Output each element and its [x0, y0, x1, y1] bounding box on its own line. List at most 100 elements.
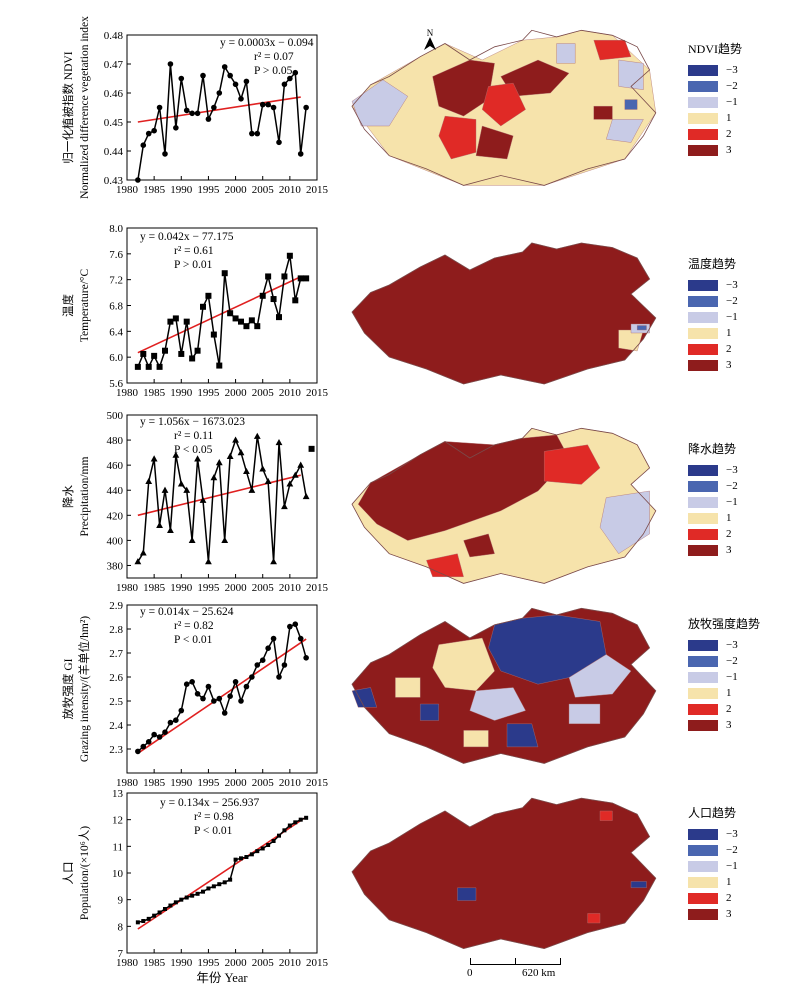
- map-region: [630, 881, 647, 888]
- data-point: [282, 828, 287, 833]
- map-outline: [351, 427, 657, 584]
- y-axis-label-zh: 放牧强度 GI: [61, 658, 75, 719]
- legend-label: 1: [726, 876, 732, 888]
- map-region: [457, 887, 477, 901]
- data-point: [188, 536, 196, 543]
- data-point: [157, 910, 162, 915]
- y-tick-label: 400: [107, 535, 124, 547]
- legend-label: 3: [726, 544, 732, 556]
- plot-frame: [126, 414, 318, 579]
- legend-swatch: [688, 128, 718, 140]
- data-point: [271, 839, 276, 843]
- data-point: [168, 903, 173, 908]
- legend-label: −3: [726, 279, 738, 291]
- data-point: [167, 719, 174, 726]
- y-tick-label: 460: [107, 460, 124, 472]
- map-region: [605, 119, 644, 143]
- legend-item: 1: [688, 874, 798, 890]
- data-point: [259, 292, 266, 299]
- data-point: [227, 310, 234, 317]
- x-tick-label: 2005: [252, 582, 275, 594]
- legend-swatch: [688, 327, 718, 339]
- plot-frame: [126, 604, 318, 774]
- data-point: [183, 318, 190, 325]
- data-point: [167, 526, 174, 533]
- x-tick-label: 2015: [306, 957, 329, 969]
- data-point: [249, 130, 255, 137]
- x-tick-label: 2015: [306, 387, 329, 399]
- data-point: [238, 96, 244, 102]
- legend-swatch: [688, 112, 718, 124]
- legend-swatch: [688, 844, 718, 856]
- legend-item: −1: [688, 94, 798, 110]
- legend-swatch: [688, 359, 718, 371]
- data-point: [145, 477, 153, 485]
- data-point: [297, 151, 304, 157]
- legend-label: −1: [726, 96, 738, 108]
- data-point: [291, 471, 299, 478]
- legend-label: 1: [726, 327, 732, 339]
- data-point: [237, 449, 245, 456]
- data-point: [276, 139, 282, 146]
- x-tick-label: 2005: [252, 387, 275, 399]
- data-point: [162, 151, 168, 157]
- y-axis-label-zh: 温度: [61, 294, 75, 317]
- y-axis-label-zh: 归一化植被指数 NDVI: [61, 51, 75, 163]
- y-tick-label: 0.43: [104, 175, 124, 187]
- map-precipitation: [351, 427, 657, 584]
- data-point: [221, 270, 228, 277]
- data-point: [254, 130, 261, 137]
- data-point: [161, 486, 169, 493]
- scale-bar-start: 0: [467, 967, 473, 979]
- trend-line: [137, 276, 302, 354]
- y-tick-label: 11: [112, 841, 123, 853]
- data-point: [297, 461, 305, 468]
- data-point: [232, 436, 239, 443]
- chart-grazing: 2.3 2.4 2.5 2.6 2.7 2.8 2.9 1980 1985 1990 1995 200…: [61, 600, 329, 789]
- y-axis-label-zh: 人口: [62, 862, 75, 885]
- x-tick-label: 1980: [116, 582, 139, 594]
- x-tick-label: 1980: [116, 387, 139, 399]
- data-point: [201, 889, 205, 894]
- x-tick-label: 2000: [225, 957, 248, 969]
- data-point: [194, 455, 201, 462]
- y-tick-label: 0.45: [104, 117, 124, 129]
- data-point: [183, 681, 190, 687]
- data-point: [277, 833, 281, 838]
- data-point: [222, 880, 227, 885]
- data-point: [199, 496, 207, 503]
- x-tick-label: 1990: [170, 957, 193, 969]
- map-region: [351, 687, 378, 708]
- x-tick-label: 2015: [306, 777, 329, 789]
- data-point: [194, 347, 201, 354]
- map-region: [351, 242, 657, 385]
- data-point: [239, 856, 243, 861]
- legend-swatch: [688, 311, 718, 323]
- plot-frame: [126, 34, 318, 181]
- map-region: [568, 654, 632, 698]
- equation-label: y = 0.134x − 256.937: [160, 797, 259, 809]
- y-tick-label: 2.7: [109, 648, 123, 660]
- legend-item: −2: [688, 842, 798, 858]
- data-point: [292, 621, 299, 627]
- data-point: [178, 350, 185, 357]
- p-value-label: P > 0.05: [254, 65, 293, 77]
- y-tick-label: 6.4: [109, 326, 123, 338]
- data-point: [260, 846, 265, 851]
- data-point: [281, 662, 288, 668]
- legend-label: −2: [726, 80, 738, 92]
- data-point: [259, 465, 267, 472]
- legend-swatch: [688, 703, 718, 715]
- legend-swatch: [688, 655, 718, 667]
- legend-label: 1: [726, 512, 732, 524]
- map-outline: [351, 242, 657, 385]
- data-point: [216, 362, 223, 369]
- x-tick-label: 1990: [170, 184, 193, 196]
- data-point: [156, 104, 163, 111]
- data-point: [146, 916, 151, 921]
- y-tick-label: 6.8: [109, 301, 123, 313]
- data-point: [238, 698, 244, 704]
- data-point: [139, 549, 147, 556]
- y-tick-label: 9: [118, 895, 124, 907]
- data-point: [210, 474, 218, 481]
